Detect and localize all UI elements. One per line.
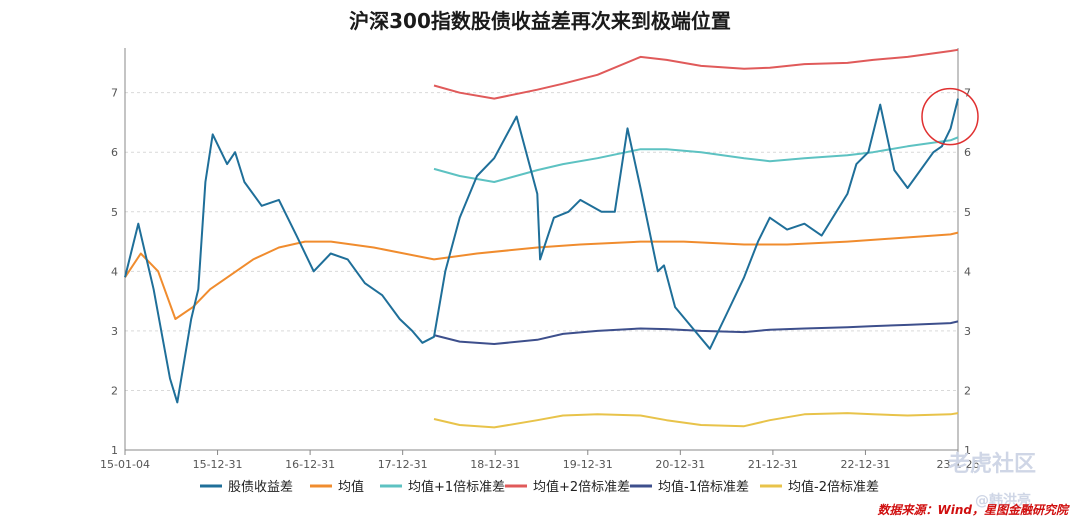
y-tick-left: 3: [111, 325, 118, 338]
y-tick-right: 4: [964, 265, 971, 278]
series-line-4: [433, 320, 959, 345]
y-tick-left: 6: [111, 146, 118, 159]
watermark-text: 老虎社区: [947, 451, 1036, 477]
series-line-3: [433, 48, 959, 100]
x-tick-label: 15-12-31: [193, 458, 243, 471]
legend-label: 均值+1倍标准差: [408, 479, 505, 495]
y-tick-left: 1: [111, 444, 118, 457]
y-tick-right: 2: [964, 384, 971, 397]
axes: 1 1 2 2 3 3 4 4 5 5 6 6 7 7 15-01-04 15-12-31 16-12-31 17…: [100, 48, 979, 471]
y-tick-right: 5: [964, 206, 971, 219]
x-tick-label: 16-12-31: [285, 458, 335, 471]
series-line-0: [124, 98, 959, 404]
x-tick-label: 22-12-31: [840, 458, 890, 471]
legend-label: 均值-1倍标准差: [658, 479, 749, 495]
legend-label: 均值+2倍标准差: [533, 479, 630, 495]
y-tick-right: 1: [964, 444, 971, 457]
series-line-2: [433, 136, 959, 183]
legend: 股债收益差 均值 均值+1倍标准差 均值+2倍标准差 均值-1倍标准差 均值-2倍标准差: [200, 479, 879, 495]
y-tick-left: 2: [111, 384, 118, 397]
y-tick-right: 6: [964, 146, 971, 159]
highlight-circle: [921, 87, 979, 146]
series-line-5: [433, 412, 959, 429]
y-tick-right: 7: [964, 87, 971, 100]
grid-lines: [125, 92, 958, 391]
y-tick-left: 4: [111, 265, 118, 278]
source-note: 数据来源：Wind，星图金融研究院: [878, 503, 1070, 517]
x-tick-label: 23-1-26: [937, 458, 980, 471]
x-tick-label: 15-01-04: [100, 458, 150, 471]
y-tick-right: 3: [964, 325, 971, 338]
x-tick-label: 18-12-31: [470, 458, 520, 471]
chart-title: 沪深300指数股债收益差再次来到极端位置: [349, 9, 731, 33]
series-lines: [124, 48, 959, 429]
y-tick-left: 7: [111, 87, 118, 100]
x-tick-label: 20-12-31: [655, 458, 705, 471]
x-tick-label: 21-12-31: [748, 458, 798, 471]
legend-label: 均值-2倍标准差: [788, 479, 879, 495]
series-line-1: [124, 231, 959, 320]
watermark-handle: @韩洪亮: [975, 492, 1031, 509]
x-tick-label: 19-12-31: [563, 458, 613, 471]
legend-label: 股债收益差: [228, 480, 293, 495]
x-tick-label: 17-12-31: [378, 458, 428, 471]
annotation: [921, 87, 979, 146]
y-tick-left: 5: [111, 206, 118, 219]
legend-label: 均值: [338, 479, 364, 495]
